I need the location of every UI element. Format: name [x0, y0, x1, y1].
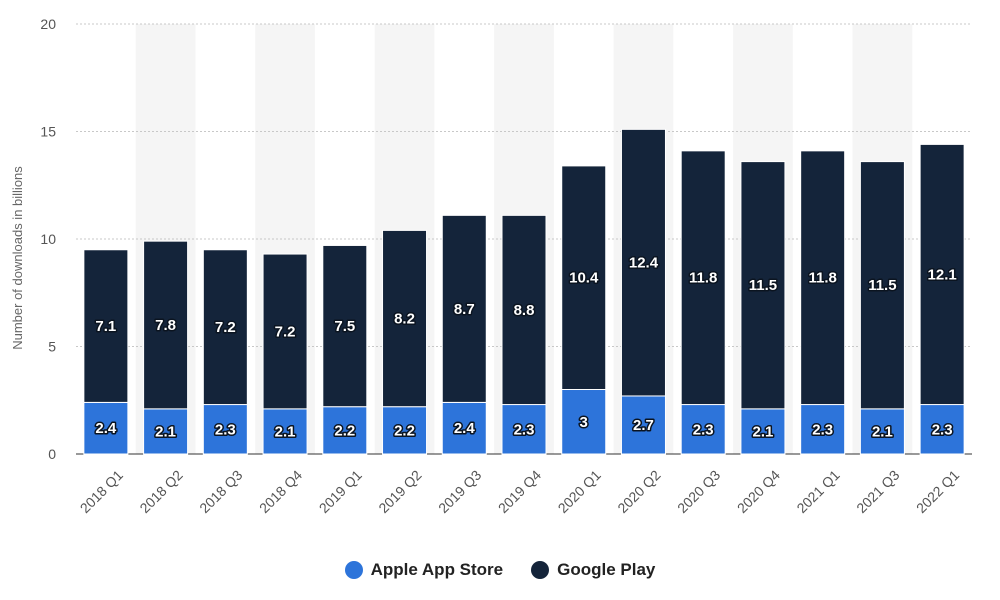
y-tick-label: 0: [48, 446, 56, 462]
bar-segment: [620, 395, 666, 455]
data-label: 2.7: [633, 417, 654, 434]
bar-segment: [859, 161, 905, 410]
data-label: 8.2: [394, 311, 415, 328]
data-label: 2.1: [275, 423, 296, 440]
data-label: 2.4: [95, 420, 117, 437]
data-label: 2.3: [693, 421, 714, 438]
data-labels: 2.4 7.1 2.1 7.8 2.3 7.2 2.1 7.2 2.2 7.5 2.2 8.2 2.4 8…: [94, 253, 958, 442]
data-label: 2.1: [155, 423, 176, 440]
x-axis-ticks: 2018 Q1 2018 Q2 2018 Q3 2018 Q4 2019 Q1 2019 …: [77, 467, 963, 516]
data-label: 2.1: [872, 423, 893, 440]
x-tick-label: 2019 Q3: [435, 467, 484, 516]
bar-segment: [382, 406, 428, 455]
x-tick-label: 2021 Q1: [793, 467, 842, 516]
data-label: 12.4: [629, 255, 659, 272]
y-tick-label: 5: [48, 339, 56, 355]
x-tick-label: 2020 Q3: [674, 467, 723, 516]
data-label: 11.5: [868, 277, 896, 294]
legend: Apple App Store Google Play: [0, 560, 1000, 580]
x-tick-label: 2019 Q1: [316, 467, 365, 516]
data-label: 2.4: [454, 420, 476, 437]
x-tick-label: 2019 Q4: [495, 467, 544, 516]
bar-segment: [680, 150, 726, 406]
legend-item[interactable]: Google Play: [531, 560, 655, 580]
x-tick-label: 2018 Q3: [196, 467, 245, 516]
x-tick-label: 2021 Q3: [853, 467, 902, 516]
legend-swatch: [344, 561, 363, 579]
bar-segment: [501, 404, 547, 455]
x-tick-label: 2018 Q2: [136, 467, 185, 516]
y-axis-ticks: 0 5 10 15 20: [40, 16, 56, 462]
bar-segment: [441, 214, 487, 403]
y-tick-label: 10: [40, 231, 56, 247]
y-tick-label: 20: [40, 16, 56, 32]
bar-segment: [501, 214, 547, 406]
bar-segment: [740, 161, 786, 410]
data-label: 2.3: [215, 421, 236, 438]
data-label: 2.3: [932, 421, 953, 438]
y-axis-label: Number of downloads in billions: [10, 166, 25, 350]
data-label: 2.2: [334, 422, 355, 439]
bar-segment: [322, 244, 368, 408]
data-label: 2.3: [514, 421, 535, 438]
bar-segment: [740, 408, 786, 455]
data-label: 8.7: [454, 301, 475, 318]
x-tick-label: 2022 Q1: [913, 467, 962, 516]
bar-segment: [620, 128, 666, 397]
data-label: 7.5: [334, 318, 355, 335]
x-tick-label: 2018 Q4: [256, 467, 305, 516]
data-label: 2.3: [812, 421, 833, 438]
bar-segment: [202, 249, 248, 406]
bar-segment: [83, 249, 129, 403]
bars: [83, 128, 965, 455]
data-label: 11.8: [808, 270, 836, 287]
data-label: 8.8: [514, 302, 535, 319]
bar-segment: [262, 253, 308, 410]
y-tick-label: 15: [40, 124, 56, 140]
bar-segment: [441, 401, 487, 455]
data-label: 3: [580, 414, 588, 431]
x-tick-label: 2020 Q1: [555, 467, 604, 516]
data-label: 12.1: [928, 266, 957, 283]
data-label: 10.4: [569, 270, 599, 287]
bar-segment: [262, 408, 308, 455]
data-label: 11.5: [749, 277, 777, 294]
legend-label: Google Play: [557, 560, 656, 579]
data-label: 2.2: [394, 422, 415, 439]
bar-segment: [143, 408, 189, 455]
legend-swatch: [531, 561, 550, 579]
bar-segment: [83, 401, 129, 455]
bar-segment: [143, 240, 189, 410]
bar-segment: [800, 150, 846, 406]
bar-segment: [561, 165, 607, 390]
bar-segment: [919, 143, 965, 406]
data-label: 7.2: [275, 323, 296, 340]
x-tick-label: 2019 Q2: [375, 467, 424, 516]
data-label: 7.2: [215, 319, 236, 336]
bar-segment: [561, 389, 607, 455]
data-label: 2.1: [753, 423, 774, 440]
bar-segment: [680, 404, 726, 455]
x-tick-label: 2018 Q1: [77, 467, 126, 516]
x-tick-label: 2020 Q4: [734, 467, 783, 516]
bar-segment: [859, 408, 905, 455]
data-label: 7.1: [95, 318, 116, 335]
bar-segment: [382, 229, 428, 408]
legend-label: Apple App Store: [370, 560, 504, 579]
x-tick-label: 2020 Q2: [614, 467, 663, 516]
data-label: 11.8: [689, 270, 717, 287]
data-label: 7.8: [155, 317, 176, 334]
legend-item[interactable]: Apple App Store: [344, 560, 504, 580]
bar-segment: [919, 404, 965, 455]
